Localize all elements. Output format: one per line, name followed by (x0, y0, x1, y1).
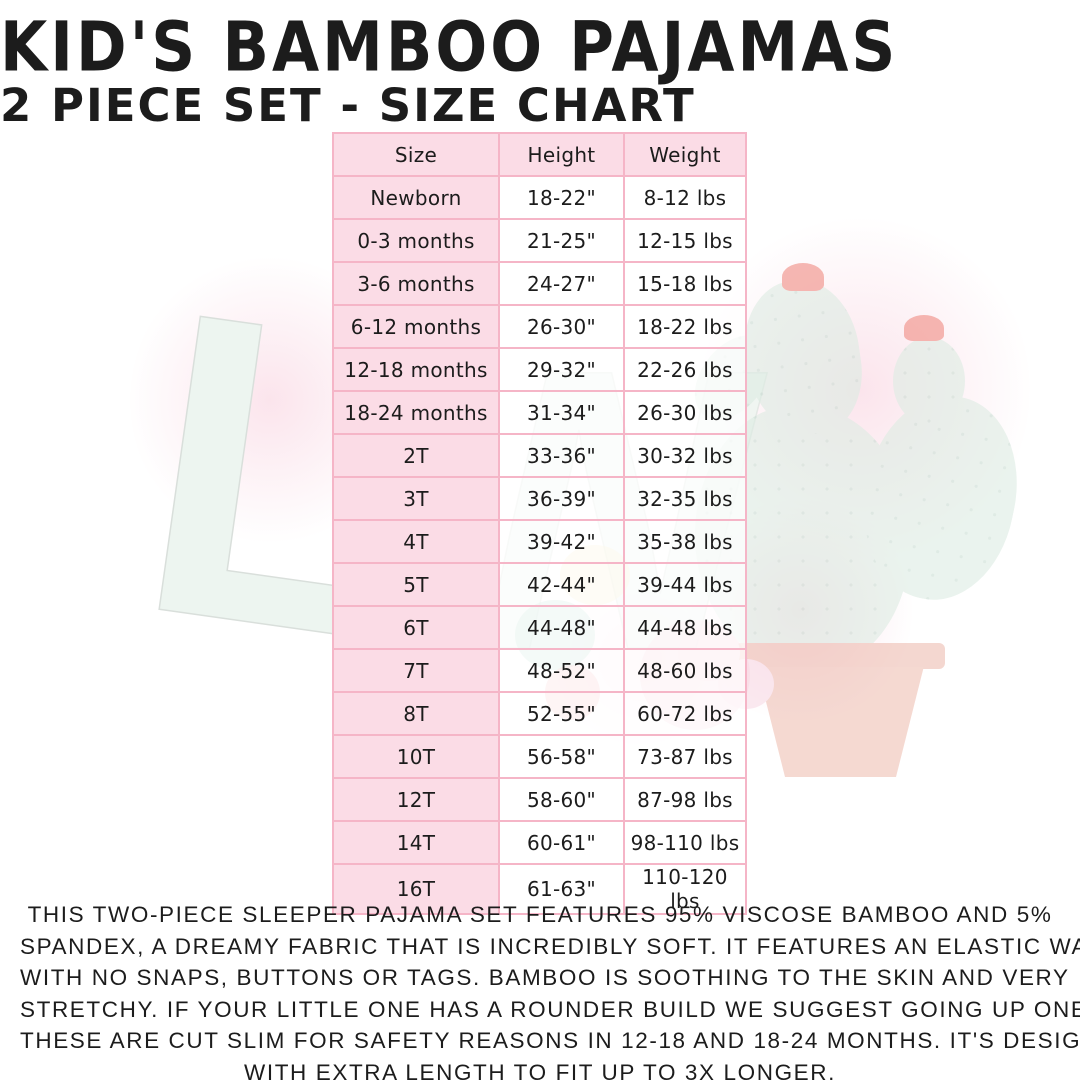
cactus-flower-icon (904, 315, 944, 341)
size-cell: 5T (332, 562, 500, 607)
height-cell: 31-34" (498, 390, 625, 435)
size-cell: Newborn (332, 175, 500, 220)
height-cell: 61-63" (498, 863, 625, 915)
table-row: 4T 39-42" 35-38 lbs (332, 519, 747, 564)
table-row: 5T 42-44" 39-44 lbs (332, 562, 747, 607)
product-description: THIS TWO-PIECE SLEEPER PAJAMA SET FEATUR… (20, 899, 1080, 1080)
weight-cell: 48-60 lbs (623, 648, 747, 693)
height-cell: 58-60" (498, 777, 625, 822)
height-cell: 36-39" (498, 476, 625, 521)
table-row: Newborn 18-22" 8-12 lbs (332, 175, 747, 220)
weight-cell: 22-26 lbs (623, 347, 747, 392)
size-cell: 0-3 months (332, 218, 500, 263)
weight-cell: 60-72 lbs (623, 691, 747, 736)
size-cell: 4T (332, 519, 500, 564)
size-cell: 12-18 months (332, 347, 500, 392)
size-cell: 6T (332, 605, 500, 650)
weight-cell: 73-87 lbs (623, 734, 747, 779)
size-cell: 14T (332, 820, 500, 865)
height-cell: 29-32" (498, 347, 625, 392)
page-title: KID'S BAMBOO PAJAMAS (0, 8, 899, 88)
table-row: 16T 61-63" 110-120 lbs (332, 863, 747, 915)
column-header-weight: Weight (623, 132, 747, 177)
weight-cell: 32-35 lbs (623, 476, 747, 521)
description-line: SPANDEX, A DREAMY FABRIC THAT IS INCREDI… (20, 933, 1080, 959)
height-cell: 56-58" (498, 734, 625, 779)
cactus-pad (893, 337, 965, 425)
description-line: THESE ARE CUT SLIM FOR SAFETY REASONS IN… (20, 1028, 1080, 1053)
description-line: WITH NO SNAPS, BUTTONS OR TAGS. BAMBOO I… (20, 965, 1070, 990)
description-line: THIS TWO-PIECE SLEEPER PAJAMA SET FEATUR… (27, 902, 1053, 927)
size-chart-table: Size Height Weight Newborn 18-22" 8-12 lbs 0-… (332, 132, 747, 915)
table-row: 14T 60-61" 98-110 lbs (332, 820, 747, 865)
height-cell: 48-52" (498, 648, 625, 693)
height-cell: 60-61" (498, 820, 625, 865)
weight-cell: 35-38 lbs (623, 519, 747, 564)
size-cell: 3T (332, 476, 500, 521)
description-line: WITH EXTRA LENGTH TO FIT UP TO 3X LONGER… (244, 1059, 836, 1080)
cactus-flower-icon (782, 263, 824, 291)
weight-cell: 39-44 lbs (623, 562, 747, 607)
weight-cell: 12-15 lbs (623, 218, 747, 263)
weight-cell: 44-48 lbs (623, 605, 747, 650)
weight-cell: 110-120 lbs (623, 863, 747, 915)
weight-cell: 8-12 lbs (623, 175, 747, 220)
height-cell: 21-25" (498, 218, 625, 263)
page-subtitle: 2 PIECE SET - SIZE CHART (0, 79, 696, 132)
height-cell: 52-55" (498, 691, 625, 736)
table-row: 0-3 months 21-25" 12-15 lbs (332, 218, 747, 263)
size-cell: 2T (332, 433, 500, 478)
table-row: 18-24 months 31-34" 26-30 lbs (332, 390, 747, 435)
height-cell: 39-42" (498, 519, 625, 564)
height-cell: 24-27" (498, 261, 625, 306)
size-table-body: Newborn 18-22" 8-12 lbs 0-3 months 21-25" 12-… (332, 175, 747, 915)
height-cell: 42-44" (498, 562, 625, 607)
size-cell: 16T (332, 863, 500, 915)
table-row: 10T 56-58" 73-87 lbs (332, 734, 747, 779)
size-cell: 18-24 months (332, 390, 500, 435)
weight-cell: 15-18 lbs (623, 261, 747, 306)
weight-cell: 87-98 lbs (623, 777, 747, 822)
weight-cell: 30-32 lbs (623, 433, 747, 478)
weight-cell: 26-30 lbs (623, 390, 747, 435)
column-header-size: Size (332, 132, 500, 177)
table-row: 3T 36-39" 32-35 lbs (332, 476, 747, 521)
height-cell: 26-30" (498, 304, 625, 349)
size-cell: 3-6 months (332, 261, 500, 306)
size-cell: 8T (332, 691, 500, 736)
weight-cell: 98-110 lbs (623, 820, 747, 865)
table-row: 6T 44-48" 44-48 lbs (332, 605, 747, 650)
table-header-row: Size Height Weight (332, 132, 747, 177)
table-row: 7T 48-52" 48-60 lbs (332, 648, 747, 693)
height-cell: 33-36" (498, 433, 625, 478)
cactus-pot (757, 667, 924, 777)
height-cell: 18-22" (498, 175, 625, 220)
size-cell: 7T (332, 648, 500, 693)
size-cell: 12T (332, 777, 500, 822)
table-row: 12T 58-60" 87-98 lbs (332, 777, 747, 822)
table-row: 3-6 months 24-27" 15-18 lbs (332, 261, 747, 306)
table-row: 12-18 months 29-32" 22-26 lbs (332, 347, 747, 392)
size-cell: 10T (332, 734, 500, 779)
table-row: 2T 33-36" 30-32 lbs (332, 433, 747, 478)
height-cell: 44-48" (498, 605, 625, 650)
table-row: 6-12 months 26-30" 18-22 lbs (332, 304, 747, 349)
cactus-pot (735, 643, 945, 669)
weight-cell: 18-22 lbs (623, 304, 747, 349)
table-row: 8T 52-55" 60-72 lbs (332, 691, 747, 736)
column-header-height: Height (498, 132, 625, 177)
description-line: STRETCHY. IF YOUR LITTLE ONE HAS A ROUND… (20, 996, 1080, 1022)
size-cell: 6-12 months (332, 304, 500, 349)
